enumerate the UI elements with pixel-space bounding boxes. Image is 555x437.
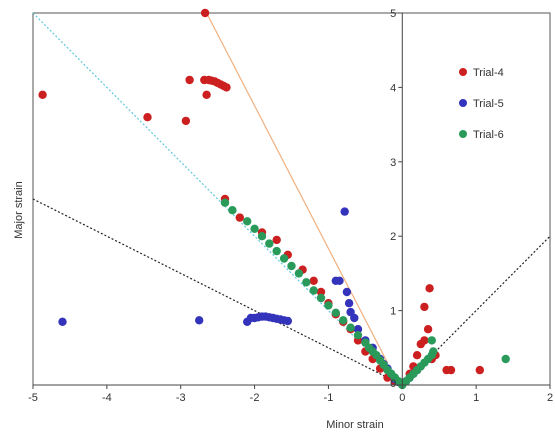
data-point-series-4: [235, 213, 244, 222]
y-tick-label: 4: [390, 82, 396, 94]
data-point-series-6: [279, 254, 289, 263]
y-tick-label: 5: [390, 8, 396, 20]
data-point-series-6: [294, 269, 304, 278]
data-point-series-4: [222, 83, 231, 92]
data-point-series-4: [309, 276, 318, 285]
x-tick-label: -3: [176, 392, 186, 404]
data-point-series-5: [58, 317, 67, 326]
data-point-series-5: [335, 276, 344, 285]
legend-marker: [459, 130, 467, 138]
data-point-series-5: [195, 316, 204, 325]
data-point-series-4: [446, 365, 456, 375]
data-point-series-4: [200, 8, 210, 18]
data-point-series-6: [287, 261, 296, 271]
data-point-series-5: [350, 313, 359, 323]
x-tick-label: 1: [473, 392, 479, 404]
legend-marker: [459, 68, 467, 76]
axes: [33, 13, 550, 386]
y-zero-label: 0: [390, 378, 396, 390]
legend-label: Trial-5: [473, 98, 504, 110]
y-tick-label: 1: [390, 306, 396, 318]
data-point-series-4: [143, 113, 152, 122]
data-point-series-4: [316, 287, 326, 297]
x-axis-title: Minor strain: [326, 419, 383, 431]
data-point-series-6: [257, 232, 267, 241]
data-point-series-6: [265, 239, 274, 248]
data-point-series-6: [324, 301, 333, 310]
y-tick-label: 3: [390, 157, 396, 169]
data-point-series-5: [283, 316, 292, 326]
legend-marker: [459, 99, 467, 107]
legend: Trial-4 Trial-5 Trial-6: [459, 67, 504, 141]
data-point-series-4: [185, 75, 194, 85]
x-tick-label: 0: [399, 392, 405, 404]
data-point-series-6: [429, 347, 438, 356]
data-point-series-6: [228, 206, 237, 215]
data-point-series-6: [220, 198, 230, 207]
reference-line-3: [32, 198, 551, 386]
data-point-series-6: [346, 323, 355, 332]
data-point-series-6: [331, 308, 340, 317]
reference-line-2: [206, 12, 389, 363]
data-point-series-6: [316, 293, 326, 303]
x-tick-label: -1: [324, 392, 334, 404]
data-point-series-4: [202, 90, 211, 100]
x-tick-label: 2: [547, 392, 553, 404]
data-point-series-4: [412, 351, 422, 360]
data-point-series-6: [339, 316, 348, 325]
y-tick-label: 2: [390, 231, 396, 243]
data-points: [38, 8, 510, 390]
data-point-series-4: [425, 284, 434, 293]
x-tick-label: -4: [102, 392, 112, 404]
tick-labels: -5 -4 -3 -2 -1 0 1 2 1 2 3 4 5 0: [28, 8, 553, 404]
data-point-series-4: [38, 90, 47, 100]
data-point-series-6: [302, 278, 311, 287]
data-point-series-6: [250, 224, 259, 233]
data-point-series-6: [309, 286, 318, 295]
data-point-series-6: [353, 331, 363, 340]
data-point-series-5: [353, 325, 363, 334]
legend-label: Trial-4: [473, 67, 504, 79]
data-point-series-6: [272, 246, 281, 256]
data-point-series-4: [423, 325, 433, 334]
x-tick-label: -5: [28, 392, 38, 404]
data-point-series-6: [427, 336, 436, 345]
data-point-series-4: [420, 336, 429, 345]
data-point-series-4: [181, 116, 191, 126]
data-point-series-4: [475, 365, 484, 375]
data-point-series-6: [501, 354, 510, 364]
legend-label: Trial-6: [473, 129, 504, 141]
data-point-series-5: [342, 287, 352, 297]
y-axis-title: Major strain: [13, 181, 25, 238]
data-point-series-4: [272, 235, 281, 245]
x-tick-label: -2: [250, 392, 260, 404]
data-point-series-6: [243, 217, 252, 226]
data-point-series-4: [420, 302, 429, 312]
data-point-series-5: [340, 207, 349, 216]
data-point-series-5: [344, 299, 354, 308]
